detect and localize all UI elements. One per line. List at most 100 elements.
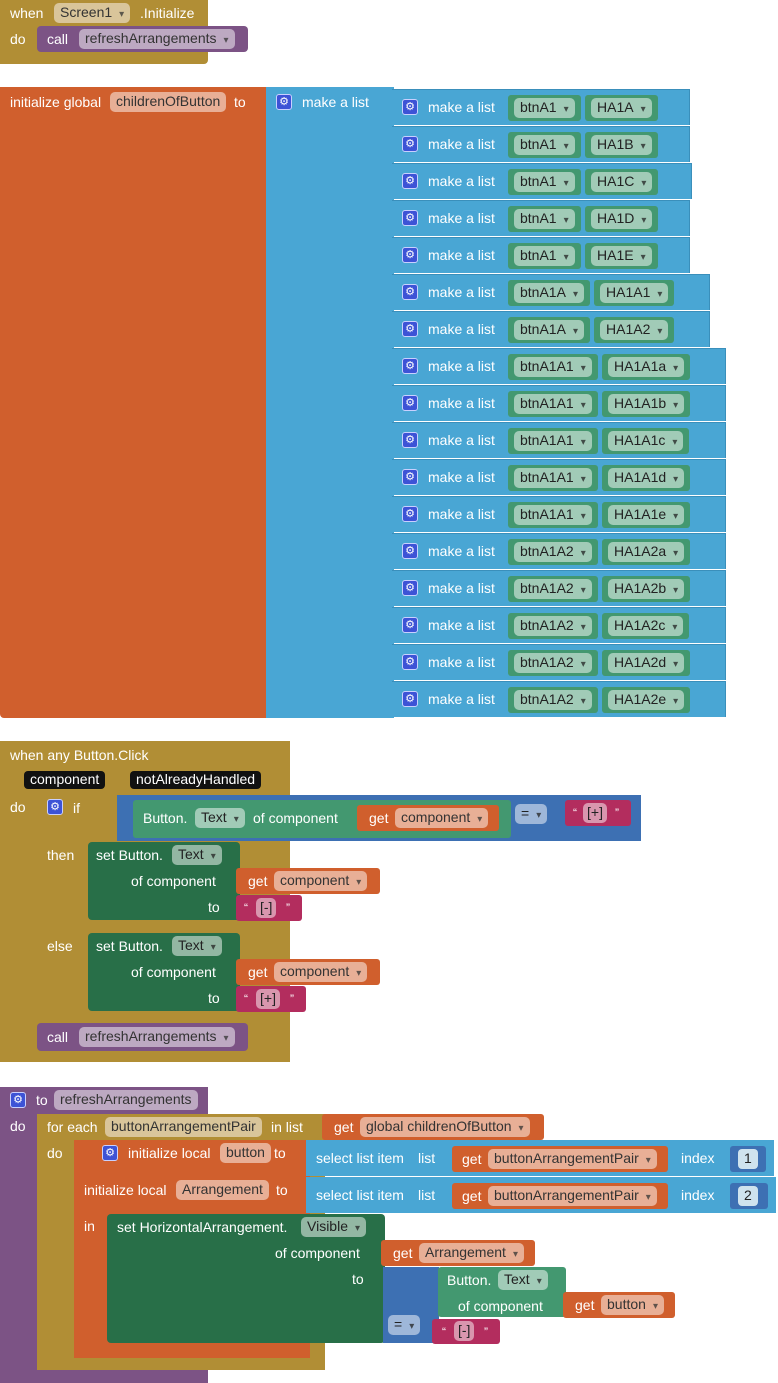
component-var-dropdown[interactable]: component — [274, 962, 368, 982]
arrangement-component-block[interactable]: HA1A1b — [602, 391, 691, 417]
make-a-list-row[interactable]: ⚙ make a list btnA1 HA1A — [392, 89, 690, 125]
button-component-block[interactable]: btnA1A1 — [508, 465, 598, 491]
button-component-dropdown[interactable]: btnA1 — [514, 209, 575, 229]
arrangement-component-dropdown[interactable]: HA1A1d — [608, 468, 685, 488]
make-a-list-row[interactable]: ⚙ make a list btnA1A HA1A2 — [392, 311, 710, 347]
arrangement-component-block[interactable]: HA1D — [585, 206, 659, 232]
button-component-dropdown[interactable]: btnA1A — [514, 283, 584, 303]
arrangement-component-block[interactable]: HA1A1 — [594, 280, 675, 306]
initialize-global-block[interactable]: initialize global childrenOfButton to — [0, 87, 268, 718]
call-procedure-block[interactable]: call refreshArrangements — [37, 1023, 248, 1051]
gear-icon[interactable]: ⚙ — [402, 654, 418, 670]
arrangement-component-block[interactable]: HA1A1e — [602, 502, 691, 528]
arrangement-component-dropdown[interactable]: HA1B — [591, 135, 652, 155]
select-list-item-block-1[interactable]: select list item list get buttonArrangem… — [306, 1140, 774, 1176]
arrangement-component-block[interactable]: HA1A1c — [602, 428, 690, 454]
arrangement-component-dropdown[interactable]: HA1A1b — [608, 394, 685, 414]
select-list-item-block-2[interactable]: select list item list get buttonArrangem… — [306, 1177, 776, 1213]
text-property-dropdown[interactable]: Text — [195, 808, 245, 828]
make-a-list-row[interactable]: ⚙ make a list btnA1A2 HA1A2c — [392, 607, 726, 643]
make-a-list-row[interactable]: ⚙ make a list btnA1A1 HA1A1d — [392, 459, 726, 495]
make-a-list-row[interactable]: ⚙ make a list btnA1A1 HA1A1a — [392, 348, 726, 384]
arrangement-component-dropdown[interactable]: HA1A1e — [608, 505, 685, 525]
gear-icon[interactable]: ⚙ — [402, 358, 418, 374]
pair-var-dropdown[interactable]: buttonArrangementPair — [488, 1149, 657, 1169]
gear-icon[interactable]: ⚙ — [402, 432, 418, 448]
set-button-text-block-then[interactable]: set Button. Text of component to — [88, 842, 240, 920]
button-component-block[interactable]: btnA1 — [508, 206, 581, 232]
procedure-name-dropdown[interactable]: refreshArrangements — [79, 1027, 235, 1047]
button-component-block[interactable]: btnA1A2 — [508, 687, 598, 713]
get-global-list-block[interactable]: get global childrenOfButton — [322, 1114, 544, 1140]
arrangement-component-dropdown[interactable]: HA1A2d — [608, 653, 685, 673]
button-component-dropdown[interactable]: btnA1A2 — [514, 690, 592, 710]
gear-icon[interactable]: ⚙ — [276, 94, 292, 110]
button-var-dropdown[interactable]: button — [601, 1295, 664, 1315]
gear-icon[interactable]: ⚙ — [402, 617, 418, 633]
compare-equals-block[interactable]: = — [383, 1267, 439, 1343]
button-component-dropdown[interactable]: btnA1A1 — [514, 468, 592, 488]
arrangement-component-block[interactable]: HA1A1d — [602, 465, 691, 491]
index-value[interactable]: 2 — [738, 1186, 758, 1206]
button-component-block[interactable]: btnA1A2 — [508, 650, 598, 676]
arrangement-component-dropdown[interactable]: HA1A1 — [600, 283, 669, 303]
button-component-dropdown[interactable]: btnA1 — [514, 98, 575, 118]
call-procedure-block[interactable]: call refreshArrangements — [37, 26, 248, 52]
gear-icon[interactable]: ⚙ — [402, 469, 418, 485]
procedure-name-field[interactable]: refreshArrangements — [54, 1090, 198, 1110]
gear-icon[interactable]: ⚙ — [402, 543, 418, 559]
procedure-name-dropdown[interactable]: refreshArrangements — [79, 29, 235, 49]
arrangement-component-dropdown[interactable]: HA1E — [591, 246, 652, 266]
button-component-block[interactable]: btnA1 — [508, 243, 581, 269]
button-text-getter-block[interactable]: Button. Text of component — [438, 1267, 566, 1317]
make-a-list-row[interactable]: ⚙ make a list btnA1 HA1C — [392, 163, 692, 199]
button-component-block[interactable]: btnA1A1 — [508, 391, 598, 417]
gear-icon[interactable]: ⚙ — [402, 321, 418, 337]
button-component-block[interactable]: btnA1A — [508, 317, 590, 343]
arrangement-component-dropdown[interactable]: HA1D — [591, 209, 653, 229]
gear-icon[interactable]: ⚙ — [402, 173, 418, 189]
button-component-dropdown[interactable]: btnA1A — [514, 320, 584, 340]
button-component-dropdown[interactable]: btnA1 — [514, 135, 575, 155]
make-a-list-row[interactable]: ⚙ make a list btnA1A1 HA1A1b — [392, 385, 726, 421]
make-a-list-row[interactable]: ⚙ make a list btnA1A2 HA1A2b — [392, 570, 726, 606]
button-component-block[interactable]: btnA1 — [508, 132, 581, 158]
plus-string-value[interactable]: [+] — [256, 989, 280, 1009]
gear-icon[interactable]: ⚙ — [402, 506, 418, 522]
arrangement-var-dropdown[interactable]: Arrangement — [419, 1243, 524, 1263]
make-a-list-row[interactable]: ⚙ make a list btnA1 HA1D — [392, 200, 690, 236]
button-component-block[interactable]: btnA1A2 — [508, 576, 598, 602]
make-a-list-row[interactable]: ⚙ make a list btnA1A2 HA1A2a — [392, 533, 726, 569]
set-button-text-block-else[interactable]: set Button. Text of component to — [88, 933, 240, 1011]
arrangement-component-block[interactable]: HA1A1a — [602, 354, 691, 380]
get-arrangement-block[interactable]: get Arrangement — [381, 1240, 535, 1266]
gear-icon[interactable]: ⚙ — [402, 99, 418, 115]
get-pair-block[interactable]: get buttonArrangementPair — [452, 1146, 668, 1172]
outer-make-a-list-block[interactable]: ⚙ make a list — [266, 87, 394, 718]
button-component-dropdown[interactable]: btnA1A1 — [514, 431, 592, 451]
arrangement-component-dropdown[interactable]: HA1A1c — [608, 431, 684, 451]
make-a-list-row[interactable]: ⚙ make a list btnA1 HA1E — [392, 237, 690, 273]
arrangement-component-block[interactable]: HA1A2 — [594, 317, 675, 343]
button-component-block[interactable]: btnA1A2 — [508, 613, 598, 639]
button-component-dropdown[interactable]: btnA1A2 — [514, 616, 592, 636]
button-component-dropdown[interactable]: btnA1A1 — [514, 394, 592, 414]
component-var-dropdown[interactable]: component — [274, 871, 368, 891]
arrangement-component-block[interactable]: HA1E — [585, 243, 658, 269]
arrangement-component-dropdown[interactable]: HA1A2b — [608, 579, 685, 599]
index-value[interactable]: 1 — [738, 1149, 758, 1169]
button-component-dropdown[interactable]: btnA1A1 — [514, 357, 592, 377]
button-component-block[interactable]: btnA1A2 — [508, 539, 598, 565]
visible-property-dropdown[interactable]: Visible — [301, 1217, 367, 1237]
make-a-list-row[interactable]: ⚙ make a list btnA1A1 HA1A1c — [392, 422, 726, 458]
param-not-already-handled[interactable]: notAlreadyHandled — [130, 771, 262, 789]
make-a-list-row[interactable]: ⚙ make a list btnA1A2 HA1A2d — [392, 644, 726, 680]
button-component-dropdown[interactable]: btnA1 — [514, 172, 575, 192]
arrangement-component-block[interactable]: HA1C — [585, 169, 659, 195]
minus-string-value[interactable]: [-] — [454, 1321, 475, 1341]
make-a-list-row[interactable]: ⚙ make a list btnA1 HA1B — [392, 126, 690, 162]
arrangement-component-dropdown[interactable]: HA1A2a — [608, 542, 685, 562]
arrangement-component-dropdown[interactable]: HA1A2c — [608, 616, 684, 636]
get-pair-block[interactable]: get buttonArrangementPair — [452, 1183, 668, 1209]
arrangement-component-dropdown[interactable]: HA1A1a — [608, 357, 685, 377]
